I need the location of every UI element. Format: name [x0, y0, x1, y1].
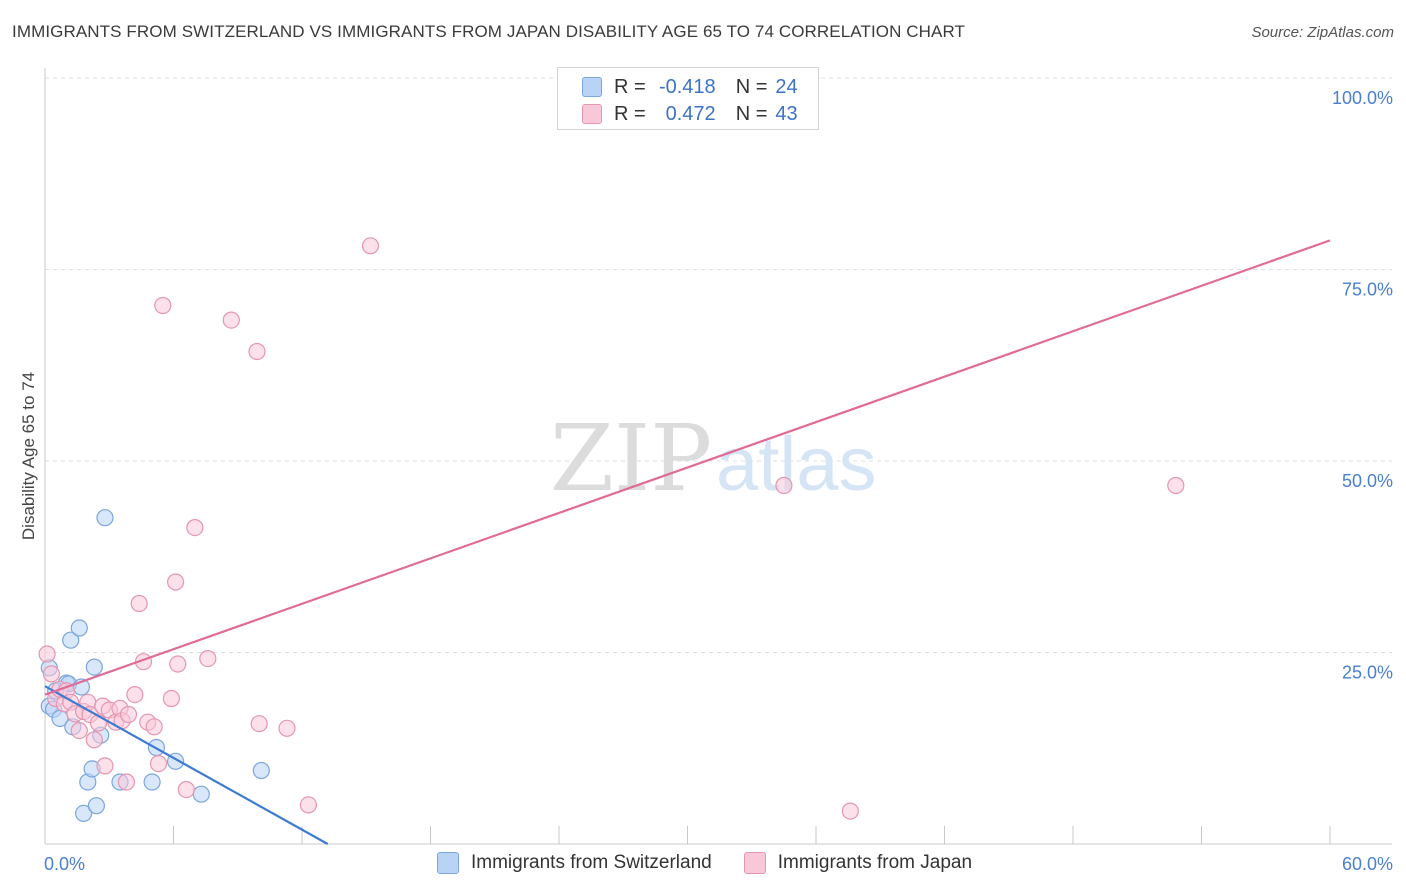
gridlines: [45, 77, 1392, 653]
series-swatch-switzerland: [437, 852, 459, 874]
point-japan: [186, 518, 204, 537]
point-japan: [775, 476, 793, 495]
legend-row-japan: R = 0.472 N = 43: [582, 101, 798, 127]
point-japan: [119, 705, 138, 724]
watermark: ZIP atlas: [550, 405, 877, 512]
legend-n-label: N =: [735, 102, 768, 125]
point-japan: [167, 573, 185, 591]
point-switzerland: [74, 804, 93, 823]
legend-swatch-japan: [582, 104, 602, 124]
point-japan: [154, 296, 172, 315]
chart-title: IMMIGRANTS FROM SWITZERLAND VS IMMIGRANT…: [12, 22, 966, 41]
legend-n-value: 24: [775, 75, 798, 98]
point-japan: [70, 721, 88, 740]
point-japan: [299, 796, 317, 814]
point-japan: [222, 311, 240, 329]
point-japan: [89, 714, 108, 732]
series-label-japan: Immigrants from Japan: [777, 852, 973, 873]
legend-r-label: R =: [614, 102, 646, 125]
legend-r-label: R =: [614, 75, 646, 98]
watermark-atlas: atlas: [716, 422, 877, 507]
legend-r-value: -0.418: [658, 75, 716, 98]
x-tick-label-max: 60.0%: [1342, 854, 1393, 874]
point-japan: [38, 645, 56, 663]
trend-line-japan: [44, 239, 1331, 696]
series-swatch-japan: [743, 852, 766, 874]
series-legend-japan[interactable]: Immigrants from Japan: [743, 852, 973, 874]
legend-n-label: N =: [735, 75, 768, 98]
y-tick-label: 25.0%: [1342, 663, 1393, 683]
axis-labels: 25.0% 50.0% 75.0% 100.0% 0.0% 60.0% Disability…: [19, 88, 1393, 874]
point-japan: [149, 754, 168, 773]
point-japan: [145, 718, 163, 736]
point-japan: [169, 655, 187, 673]
point-switzerland: [252, 761, 270, 780]
legend-n-value: 43: [775, 102, 798, 125]
point-japan: [250, 715, 268, 733]
point-japan: [85, 731, 103, 749]
point-japan: [117, 773, 136, 791]
legend-r-value: 0.472: [665, 102, 716, 125]
y-tick-label: 50.0%: [1342, 471, 1393, 491]
point-japan: [42, 665, 61, 683]
point-japan: [361, 237, 380, 255]
point-switzerland: [62, 631, 80, 649]
point-switzerland: [87, 797, 106, 815]
chart-source: Source: ZipAtlas.com: [1251, 24, 1394, 41]
point-japan: [278, 719, 296, 737]
point-switzerland: [143, 773, 161, 791]
x-tick-label-min: 0.0%: [44, 854, 85, 874]
point-japan: [96, 757, 114, 775]
point-japan: [130, 594, 148, 613]
trend-lines: [44, 239, 1331, 845]
series-label-switzerland: Immigrants from Switzerland: [471, 852, 712, 873]
point-japan: [162, 689, 180, 708]
y-axis-title: Disability Age 65 to 74: [19, 372, 38, 540]
point-japan: [248, 342, 266, 361]
y-tick-label: 100.0%: [1332, 88, 1393, 108]
point-switzerland: [96, 509, 114, 527]
stats-legend: R = -0.418 N = 24 R = 0.472 N = 43: [557, 67, 819, 130]
data-points: [38, 237, 1185, 823]
point-japan: [199, 649, 217, 668]
point-switzerland: [85, 658, 103, 676]
point-switzerland: [70, 619, 88, 637]
point-japan: [1167, 476, 1185, 495]
axes: [44, 68, 1392, 845]
point-japan: [841, 802, 859, 820]
point-switzerland: [192, 785, 210, 803]
legend-swatch-switzerland: [582, 77, 602, 97]
point-japan: [126, 685, 144, 704]
series-legend: Immigrants from Switzerland Immigrants f…: [437, 852, 972, 874]
watermark-zip: ZIP: [550, 405, 712, 512]
trend-line-switzerland: [44, 685, 329, 845]
point-japan: [177, 780, 195, 799]
legend-row-switzerland: R = -0.418 N = 24: [582, 74, 798, 100]
series-legend-switzerland[interactable]: Immigrants from Switzerland: [437, 852, 712, 874]
y-tick-label: 75.0%: [1342, 280, 1393, 300]
